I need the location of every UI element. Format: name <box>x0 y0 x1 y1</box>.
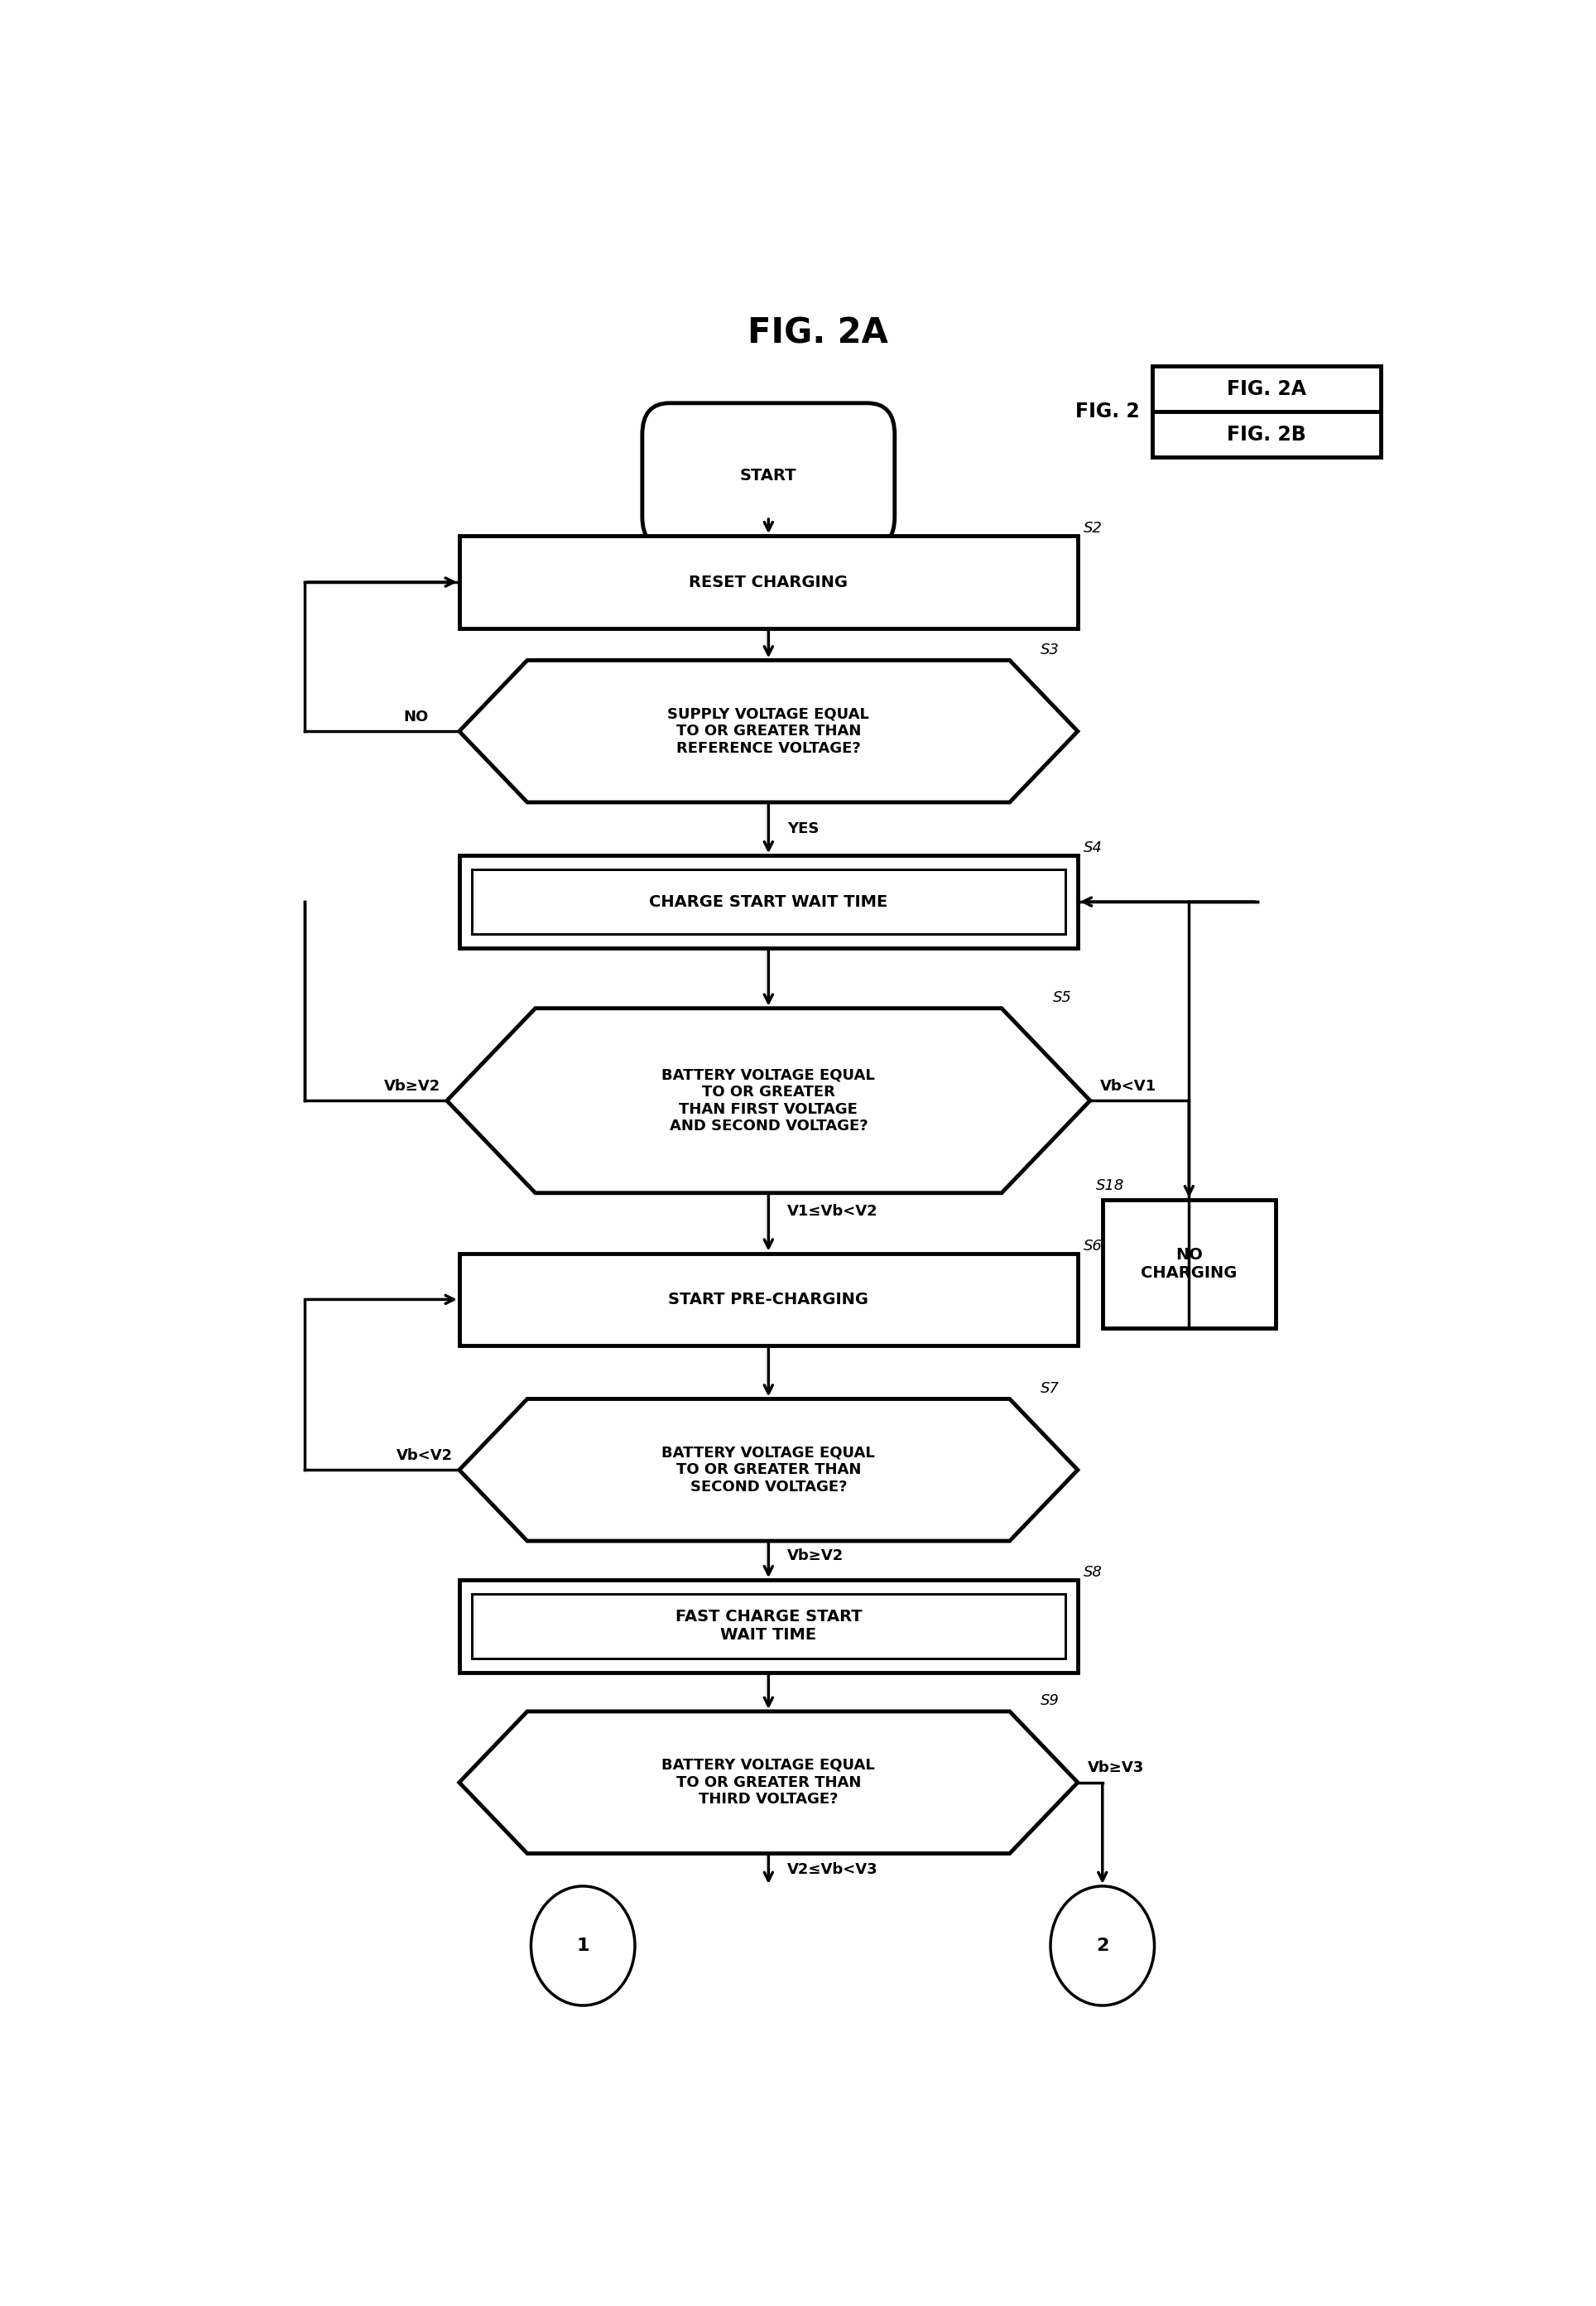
Text: SUPPLY VOLTAGE EQUAL
TO OR GREATER THAN
REFERENCE VOLTAGE?: SUPPLY VOLTAGE EQUAL TO OR GREATER THAN … <box>667 706 870 756</box>
Text: START: START <box>741 468 796 484</box>
Bar <box>460 856 1077 948</box>
Text: FIG. 2A: FIG. 2A <box>1227 378 1306 399</box>
Text: S7: S7 <box>1041 1381 1060 1395</box>
FancyBboxPatch shape <box>642 404 895 549</box>
Bar <box>460 1252 1077 1347</box>
Text: 2: 2 <box>1096 1937 1109 1953</box>
Text: YES: YES <box>787 821 819 837</box>
Bar <box>472 869 1066 934</box>
Bar <box>460 535 1077 627</box>
Text: BATTERY VOLTAGE EQUAL
TO OR GREATER THAN
SECOND VOLTAGE?: BATTERY VOLTAGE EQUAL TO OR GREATER THAN… <box>662 1446 875 1494</box>
Text: S5: S5 <box>1053 992 1073 1005</box>
Text: S18: S18 <box>1096 1178 1125 1192</box>
Text: BATTERY VOLTAGE EQUAL
TO OR GREATER THAN
THIRD VOLTAGE?: BATTERY VOLTAGE EQUAL TO OR GREATER THAN… <box>662 1757 875 1808</box>
Circle shape <box>1050 1886 1154 2006</box>
Polygon shape <box>460 660 1077 802</box>
Text: 1: 1 <box>576 1937 589 1953</box>
Polygon shape <box>447 1008 1090 1192</box>
Text: Vb≥V2: Vb≥V2 <box>787 1547 844 1563</box>
Text: S9: S9 <box>1041 1693 1060 1709</box>
Text: S6: S6 <box>1084 1238 1103 1252</box>
Bar <box>1152 367 1381 457</box>
Text: S8: S8 <box>1084 1566 1103 1580</box>
Text: V2≤Vb<V3: V2≤Vb<V3 <box>787 1861 878 1877</box>
Bar <box>472 1593 1066 1658</box>
Text: S2: S2 <box>1084 521 1103 535</box>
Text: Vb<V1: Vb<V1 <box>1100 1079 1157 1093</box>
Text: FIG. 2B: FIG. 2B <box>1227 424 1306 445</box>
Text: FIG. 2A: FIG. 2A <box>747 316 889 351</box>
Text: FAST CHARGE START
WAIT TIME: FAST CHARGE START WAIT TIME <box>675 1610 862 1644</box>
Text: Vb≥V3: Vb≥V3 <box>1087 1759 1144 1776</box>
Text: Vb≥V2: Vb≥V2 <box>385 1079 440 1093</box>
Text: V1≤Vb<V2: V1≤Vb<V2 <box>787 1204 878 1220</box>
Text: S3: S3 <box>1041 643 1060 657</box>
Text: S4: S4 <box>1084 842 1103 856</box>
Text: NO
CHARGING: NO CHARGING <box>1141 1248 1237 1280</box>
Text: FIG. 2: FIG. 2 <box>1076 401 1140 422</box>
Text: START PRE-CHARGING: START PRE-CHARGING <box>669 1291 868 1308</box>
Text: RESET CHARGING: RESET CHARGING <box>689 574 847 590</box>
Text: Vb<V2: Vb<V2 <box>397 1448 453 1462</box>
Text: CHARGE START WAIT TIME: CHARGE START WAIT TIME <box>650 895 887 909</box>
Circle shape <box>531 1886 635 2006</box>
Text: NO: NO <box>404 710 428 724</box>
Polygon shape <box>460 1711 1077 1854</box>
Text: BATTERY VOLTAGE EQUAL
TO OR GREATER
THAN FIRST VOLTAGE
AND SECOND VOLTAGE?: BATTERY VOLTAGE EQUAL TO OR GREATER THAN… <box>662 1068 875 1135</box>
Bar <box>460 1580 1077 1672</box>
Bar <box>1103 1199 1275 1328</box>
Polygon shape <box>460 1400 1077 1540</box>
